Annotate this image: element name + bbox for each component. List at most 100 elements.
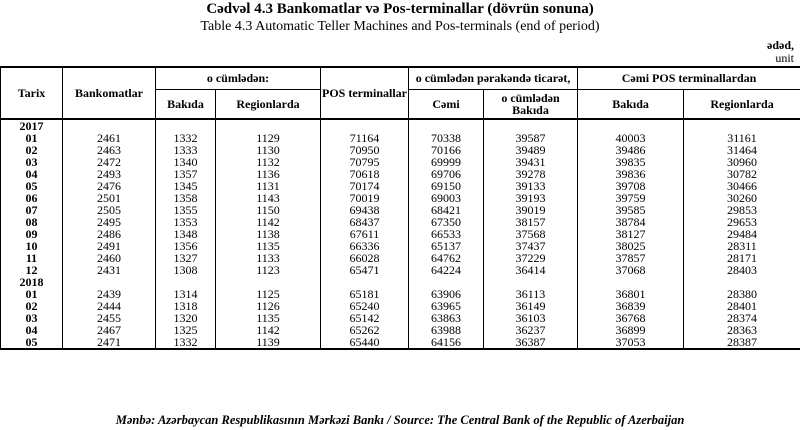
cell-date: 06 (0, 191, 63, 204)
cell-pos-regionlarda: 28387 (683, 335, 800, 350)
cell-bankomatlar: 2467 (62, 323, 156, 336)
header-cemi: Cəmi (408, 88, 485, 120)
cell-date: 01 (0, 131, 63, 144)
cell-pos-regionlarda: 30466 (683, 179, 800, 192)
cell-perakende-cemi: 63988 (408, 323, 485, 336)
cell-pos-bakida: 37068 (577, 263, 685, 276)
cell-pos-terminallar: 66028 (320, 251, 410, 264)
cell-pos-regionlarda: 29653 (683, 215, 800, 228)
cell-bankomatlar: 2463 (62, 143, 156, 156)
table-row: 02 2463 1333 1130 70950 70166 39489 39486 31464 (0, 143, 800, 156)
cell-bankomatlar: 2444 (62, 299, 156, 312)
cell-pos-bakida: 36899 (577, 323, 685, 336)
cell-regionlarda: 1132 (214, 155, 322, 168)
cell-bankomatlar: 2439 (62, 287, 156, 300)
cell-bankomatlar: 2493 (62, 167, 156, 180)
table-row: 05 2471 1332 1139 65440 64156 36387 37053 28387 (0, 335, 800, 350)
cell-perakende-cemi: 63906 (408, 287, 485, 300)
cell-perakende-cemi: 68421 (408, 203, 485, 216)
cell-bakida: 1327 (155, 251, 216, 264)
table-row: 04 2493 1357 1136 70618 69706 39278 39836 30782 (0, 167, 800, 180)
cell-date: 05 (0, 335, 63, 350)
cell-perakende-bakida: 38157 (483, 215, 579, 228)
cell-bankomatlar (62, 118, 156, 132)
cell-perakende-bakida: 36103 (483, 311, 579, 324)
cell-perakende-cemi: 69706 (408, 167, 485, 180)
cell-pos-terminallar: 66336 (320, 239, 410, 252)
cell-pos-terminallar: 65142 (320, 311, 410, 324)
cell-bankomatlar: 2476 (62, 179, 156, 192)
cell-perakende-cemi: 65137 (408, 239, 485, 252)
table-row: 05 2476 1345 1131 70174 69150 39133 39708 30466 (0, 179, 800, 192)
cell-date: 10 (0, 239, 63, 252)
cell-perakende-bakida: 39431 (483, 155, 579, 168)
cell-bankomatlar: 2471 (62, 335, 156, 350)
cell-date: 2017 (0, 118, 63, 132)
cell-perakende-bakida: 39019 (483, 203, 579, 216)
cell-perakende-bakida: 36113 (483, 287, 579, 300)
cell-regionlarda: 1135 (214, 311, 322, 324)
cell-pos-terminallar: 70950 (320, 143, 410, 156)
cell-perakende-bakida: 39278 (483, 167, 579, 180)
cell-pos-bakida: 36801 (577, 287, 685, 300)
table-row: 07 2505 1355 1150 69438 68421 39019 39585 29853 (0, 203, 800, 216)
table-row: 04 2467 1325 1142 65262 63988 36237 36899 28363 (0, 323, 800, 336)
cell-perakende-cemi: 63863 (408, 311, 485, 324)
cell-regionlarda: 1150 (214, 203, 322, 216)
header-o-cumleden-bakida: o cümlədən Bakıda (483, 88, 579, 120)
cell-perakende-bakida: 36149 (483, 299, 579, 312)
cell-perakende-bakida: 39193 (483, 191, 579, 204)
cell-bankomatlar: 2495 (62, 215, 156, 228)
cell-regionlarda: 1123 (214, 263, 322, 276)
cell-bakida: 1320 (155, 311, 216, 324)
cell-regionlarda: 1131 (214, 179, 322, 192)
cell-date: 04 (0, 323, 63, 336)
cell-regionlarda: 1139 (214, 335, 322, 350)
cell-pos-regionlarda (683, 275, 800, 288)
cell-regionlarda: 1130 (214, 143, 322, 156)
cell-regionlarda (214, 275, 322, 288)
cell-perakende-cemi: 64224 (408, 263, 485, 276)
cell-pos-regionlarda: 28403 (683, 263, 800, 276)
cell-pos-regionlarda: 29853 (683, 203, 800, 216)
header-o-cumleden: o cümlədən: (154, 66, 322, 90)
cell-pos-terminallar: 70618 (320, 167, 410, 180)
header-bakida: Bakıda (155, 88, 216, 120)
cell-bakida (155, 275, 216, 288)
cell-perakende-cemi: 70166 (408, 143, 485, 156)
cell-pos-bakida: 37053 (577, 335, 685, 350)
cell-perakende-bakida (483, 275, 579, 288)
cell-date: 11 (0, 251, 63, 264)
table-row: 08 2495 1353 1142 68437 67350 38157 38784 29653 (0, 215, 800, 228)
cell-pos-terminallar: 65262 (320, 323, 410, 336)
cell-pos-regionlarda: 28171 (683, 251, 800, 264)
cell-bankomatlar: 2486 (62, 227, 156, 240)
cell-bakida: 1325 (155, 323, 216, 336)
cell-perakende-cemi: 69003 (408, 191, 485, 204)
unit-label-en: unit (775, 51, 794, 65)
header-pos-regionlarda: Regionlarda (683, 88, 800, 120)
cell-perakende-cemi: 69999 (408, 155, 485, 168)
cell-perakende-bakida (483, 118, 579, 132)
cell-date: 09 (0, 227, 63, 240)
table-title-az: Cədvəl 4.3 Bankomatlar və Pos-terminalla… (206, 1, 594, 17)
cell-pos-regionlarda: 30960 (683, 155, 800, 168)
cell-perakende-cemi: 64762 (408, 251, 485, 264)
cell-perakende-cemi: 70338 (408, 131, 485, 144)
cell-bankomatlar: 2431 (62, 263, 156, 276)
cell-perakende-bakida: 39133 (483, 179, 579, 192)
cell-date: 02 (0, 143, 63, 156)
cell-bakida: 1333 (155, 143, 216, 156)
cell-pos-terminallar: 71164 (320, 131, 410, 144)
cell-bakida: 1355 (155, 203, 216, 216)
unit-label-az: ədəd, (767, 38, 794, 52)
table-row: 11 2460 1327 1133 66028 64762 37229 37857 28171 (0, 251, 800, 264)
table-title-en: Table 4.3 Automatic Teller Machines and … (200, 19, 600, 34)
cell-pos-bakida: 36839 (577, 299, 685, 312)
cell-pos-terminallar: 65440 (320, 335, 410, 350)
atm-pos-table: Tarix Bankomatlar o cümlədən: POS termin… (0, 66, 800, 350)
cell-bakida: 1318 (155, 299, 216, 312)
cell-regionlarda: 1133 (214, 251, 322, 264)
cell-pos-regionlarda: 28374 (683, 311, 800, 324)
header-cemi-pos: Cəmi POS terminallardan (577, 66, 800, 90)
